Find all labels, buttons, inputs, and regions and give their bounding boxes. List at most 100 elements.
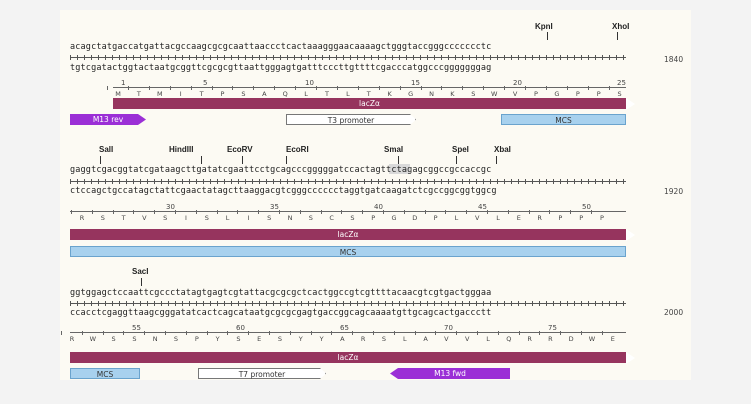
codon-tick [216,210,218,214]
codon-tick [195,210,197,214]
amino-acid: P [600,214,604,222]
amino-acid: S [111,335,116,343]
amino-acid: P [371,214,376,222]
amino-acid: V [474,214,480,222]
codon-tick [269,331,270,335]
lacz-arrow-end [626,229,635,241]
enzyme-site-xbai[interactable]: XbaI [494,145,511,154]
sequence-map-panel: KpnI XhoI acagctatgaccatgattacgccaagcgcg… [60,10,691,380]
codon-tick [393,331,395,335]
amino-acid: A [423,335,428,343]
aa-number: 15 [411,79,420,87]
enzyme-site-xhoi[interactable]: XhoI [612,22,630,31]
enzyme-site-smai[interactable]: SmaI [384,145,404,154]
feature-mcs[interactable]: MCS [70,246,626,257]
enzyme-site-saci[interactable]: SacI [132,267,149,276]
translation-line [70,332,626,333]
feature-m13-rev[interactable]: M13 rev [70,114,146,125]
amino-acid: M [115,90,121,98]
amino-acid: S [471,90,476,98]
amino-acid: K [450,90,455,98]
lacz-arrow-end [626,352,635,364]
codon-tick [403,210,405,214]
amino-acid: P [220,90,225,98]
codon-tick [279,210,280,214]
amino-acid: V [142,214,147,222]
amino-acid: P [575,90,580,98]
amino-acid: A [340,335,345,343]
codon-tick [435,331,437,335]
codon-tick [331,331,333,335]
codon-tick [206,331,208,335]
codon-tick [373,331,374,335]
feature-mcs[interactable]: MCS [70,368,140,379]
aa-number: 65 [340,324,349,332]
codon-tick [525,86,526,90]
aa-number: 45 [478,203,487,211]
codon-tick [352,331,354,335]
codon-tick [258,210,260,214]
amino-acid: S [236,335,241,343]
amino-acid: I [247,214,250,222]
codon-tick [420,86,422,90]
amino-acid: G [391,214,397,222]
codon-tick [112,210,114,214]
codon-tick [539,331,541,335]
codon-tick [504,86,506,90]
aa-number: 40 [374,203,383,211]
amino-acid: R [537,214,542,222]
amino-acid: S [163,214,168,222]
amino-acid: R [548,335,553,343]
translation-line [113,87,626,88]
feature-mcs[interactable]: MCS [501,114,626,125]
feature-lacz[interactable]: lacZα [70,229,626,240]
feature-m13-fwd[interactable]: M13 fwd [390,368,510,379]
feature-t7-promoter[interactable]: T7 promoter [198,368,326,379]
amino-acid: L [454,214,459,222]
enzyme-site-spei[interactable]: SpeI [452,145,469,154]
amino-acid: I [185,214,187,222]
codon-tick [341,210,343,214]
enzyme-site-ecori[interactable]: EcoRI [286,145,309,154]
codon-tick [566,86,568,90]
enzyme-site-hindiii[interactable]: HindIII [169,145,194,154]
codon-tick [383,210,384,214]
amino-acid: V [512,90,518,98]
amino-acid: L [225,214,230,222]
aa-number: 50 [582,203,591,211]
enzyme-site-sali[interactable]: SalI [99,145,114,154]
codon-tick [107,86,108,90]
amino-acid: P [596,90,601,98]
codon-tick [591,210,592,214]
amino-acid: W [490,90,498,98]
codon-tick [175,210,176,214]
enzyme-tick-smai [398,156,399,164]
codon-tick [127,86,129,90]
codon-tick [133,210,135,214]
amino-acid: E [257,335,262,343]
codon-tick [253,86,255,90]
amino-acid: S [308,214,313,222]
feature-lacz[interactable]: lacZα [113,98,626,109]
smai-site-highlight [389,164,410,174]
codon-tick [165,331,166,335]
codon-tick [507,210,509,214]
codon-tick [81,331,83,335]
feature-lacz[interactable]: lacZα [70,352,626,363]
amino-acid: S [617,90,622,98]
translation-line [70,211,626,212]
amino-acid: T [199,90,204,98]
enzyme-site-kpni[interactable]: KpnI [535,22,553,31]
codon-tick [560,331,562,335]
codon-tick [185,331,187,335]
ruler-ticks [70,55,626,60]
feature-t3-promoter[interactable]: T3 promoter [286,114,416,125]
aa-number: 70 [444,324,453,332]
amino-acid: N [287,214,293,222]
codon-tick [295,86,297,90]
enzyme-site-ecorv[interactable]: EcoRV [227,145,253,154]
amino-acid: E [516,214,521,222]
amino-acid: M [156,90,163,98]
amino-acid: G [554,90,560,98]
codon-tick [144,331,146,335]
